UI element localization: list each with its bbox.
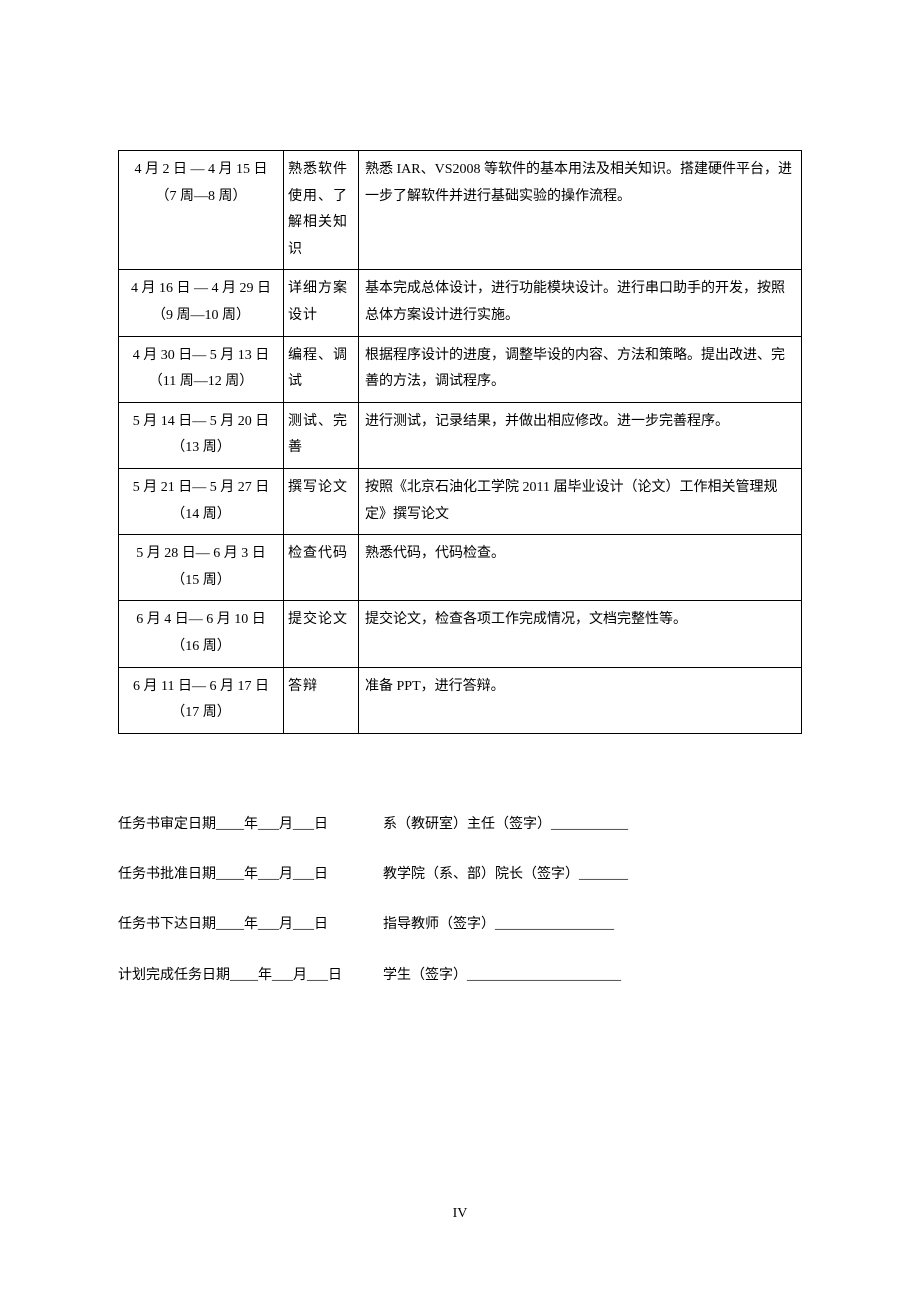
table-row: 5 月 21 日— 5 月 27 日（14 周）撰写论文按照《北京石油化工学院 … (119, 468, 802, 534)
task-cell: 编程、调试 (284, 336, 359, 402)
task-cell: 提交论文 (284, 601, 359, 667)
task-review-date: 任务书审定日期____年___月___日 (118, 814, 383, 836)
task-cell: 答辩 (284, 667, 359, 733)
week-range: （7 周—8 周） (123, 184, 279, 211)
advisor-signature: 指导教师（签字）_________________ (383, 914, 802, 936)
page-number: IV (0, 1206, 920, 1222)
table-row: 6 月 4 日— 6 月 10 日（16 周）提交论文提交论文，检查各项工作完成… (119, 601, 802, 667)
signature-row: 计划完成任务日期____年___月___日 学生（签字）____________… (118, 965, 802, 987)
date-range: 4 月 16 日 — 4 月 29 日 (123, 276, 279, 303)
date-cell: 5 月 28 日— 6 月 3 日（15 周） (119, 535, 284, 601)
date-range: 6 月 4 日— 6 月 10 日 (123, 607, 279, 634)
week-range: （14 周） (123, 502, 279, 529)
signature-row: 任务书审定日期____年___月___日 系（教研室）主任（签字）_______… (118, 814, 802, 836)
description-cell: 根据程序设计的进度，调整毕设的内容、方法和策略。提出改进、完善的方法，调试程序。 (359, 336, 802, 402)
date-cell: 4 月 2 日 — 4 月 15 日（7 周—8 周） (119, 151, 284, 270)
date-cell: 5 月 21 日— 5 月 27 日（14 周） (119, 468, 284, 534)
table-row: 5 月 14 日— 5 月 20 日（13 周）测试、完善进行测试，记录结果，并… (119, 402, 802, 468)
description-cell: 提交论文，检查各项工作完成情况，文档完整性等。 (359, 601, 802, 667)
task-issue-date: 任务书下达日期____年___月___日 (118, 914, 383, 936)
date-range: 6 月 11 日— 6 月 17 日 (123, 674, 279, 701)
schedule-table-body: 4 月 2 日 — 4 月 15 日（7 周—8 周）熟悉软件使用、了解相关知识… (119, 151, 802, 734)
dept-head-signature: 系（教研室）主任（签字）___________ (383, 814, 802, 836)
table-row: 5 月 28 日— 6 月 3 日（15 周）检查代码熟悉代码，代码检查。 (119, 535, 802, 601)
description-cell: 熟悉 IAR、VS2008 等软件的基本用法及相关知识。搭建硬件平台，进一步了解… (359, 151, 802, 270)
table-row: 4 月 2 日 — 4 月 15 日（7 周—8 周）熟悉软件使用、了解相关知识… (119, 151, 802, 270)
table-row: 4 月 30 日— 5 月 13 日（11 周—12 周）编程、调试根据程序设计… (119, 336, 802, 402)
signature-block: 任务书审定日期____年___月___日 系（教研室）主任（签字）_______… (118, 814, 802, 988)
task-cell: 熟悉软件使用、了解相关知识 (284, 151, 359, 270)
signature-row: 任务书批准日期____年___月___日 教学院（系、部）院长（签字）_____… (118, 864, 802, 886)
date-range: 4 月 30 日— 5 月 13 日 (123, 343, 279, 370)
date-cell: 5 月 14 日— 5 月 20 日（13 周） (119, 402, 284, 468)
dean-signature: 教学院（系、部）院长（签字）_______ (383, 864, 802, 886)
table-row: 6 月 11 日— 6 月 17 日（17 周）答辩准备 PPT，进行答辩。 (119, 667, 802, 733)
task-cell: 检查代码 (284, 535, 359, 601)
date-range: 5 月 28 日— 6 月 3 日 (123, 541, 279, 568)
description-cell: 准备 PPT，进行答辩。 (359, 667, 802, 733)
schedule-table: 4 月 2 日 — 4 月 15 日（7 周—8 周）熟悉软件使用、了解相关知识… (118, 150, 802, 734)
week-range: （17 周） (123, 700, 279, 727)
task-cell: 测试、完善 (284, 402, 359, 468)
date-range: 5 月 14 日— 5 月 20 日 (123, 409, 279, 436)
planned-completion-date: 计划完成任务日期____年___月___日 (118, 965, 383, 987)
table-row: 4 月 16 日 — 4 月 29 日（9 周—10 周）详细方案设计基本完成总… (119, 270, 802, 336)
description-cell: 按照《北京石油化工学院 2011 届毕业设计（论文）工作相关管理规定》撰写论文 (359, 468, 802, 534)
student-signature: 学生（签字）______________________ (383, 965, 802, 987)
date-cell: 6 月 11 日— 6 月 17 日（17 周） (119, 667, 284, 733)
date-cell: 6 月 4 日— 6 月 10 日（16 周） (119, 601, 284, 667)
date-cell: 4 月 30 日— 5 月 13 日（11 周—12 周） (119, 336, 284, 402)
date-range: 5 月 21 日— 5 月 27 日 (123, 475, 279, 502)
signature-row: 任务书下达日期____年___月___日 指导教师（签字）___________… (118, 914, 802, 936)
week-range: （16 周） (123, 634, 279, 661)
week-range: （15 周） (123, 568, 279, 595)
description-cell: 进行测试，记录结果，并做出相应修改。进一步完善程序。 (359, 402, 802, 468)
description-cell: 基本完成总体设计，进行功能模块设计。进行串口助手的开发，按照总体方案设计进行实施… (359, 270, 802, 336)
task-cell: 撰写论文 (284, 468, 359, 534)
week-range: （11 周—12 周） (123, 369, 279, 396)
task-cell: 详细方案设计 (284, 270, 359, 336)
description-cell: 熟悉代码，代码检查。 (359, 535, 802, 601)
task-approve-date: 任务书批准日期____年___月___日 (118, 864, 383, 886)
week-range: （13 周） (123, 435, 279, 462)
date-cell: 4 月 16 日 — 4 月 29 日（9 周—10 周） (119, 270, 284, 336)
week-range: （9 周—10 周） (123, 303, 279, 330)
date-range: 4 月 2 日 — 4 月 15 日 (123, 157, 279, 184)
